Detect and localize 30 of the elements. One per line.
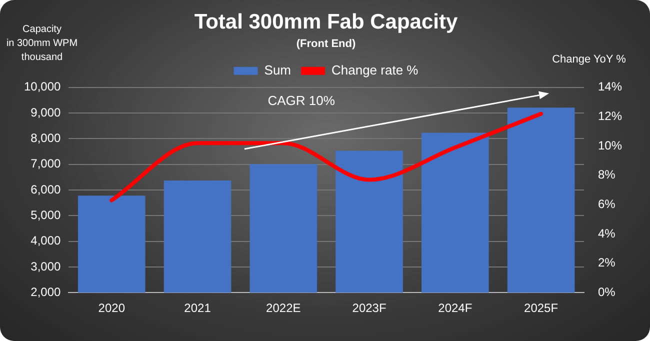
y2-tick-label: 8%: [598, 168, 616, 182]
x-tick-label: 2023F: [352, 301, 386, 316]
chart-title: Total 300mm Fab Capacity: [194, 10, 458, 34]
y2-tick-label: 14%: [598, 80, 622, 94]
y-tick-label: 2,000: [30, 284, 62, 299]
y-tick-label: 8,000: [30, 131, 62, 146]
x-tick-label: 2021: [184, 301, 212, 316]
legend-label: Sum: [264, 62, 292, 78]
y2-tick-label: 12%: [598, 109, 622, 124]
y2-tick-label: 2%: [598, 256, 616, 270]
annotation: CAGR 10%: [268, 92, 336, 108]
x-tick-label: 2025F: [524, 301, 558, 316]
y2-tick-label: 4%: [598, 226, 616, 240]
chart-subtitle: (Front End): [296, 38, 356, 50]
y2-tick-label: 0%: [598, 284, 616, 299]
y-tick-label: 9,000: [30, 105, 62, 120]
y-axis-title: Capacity in 300mm WPM thousand: [6, 24, 78, 64]
x-tick-label: 2024F: [438, 301, 472, 316]
y-tick-label: 6,000: [30, 182, 62, 196]
x-tick-label: 2022E: [266, 301, 301, 316]
y-tick-label: 10,000: [24, 80, 62, 94]
y2-tick-label: 10%: [598, 138, 622, 152]
y2-axis-title: Change YoY %: [552, 53, 626, 66]
y2-tick-label: 6%: [598, 196, 616, 211]
y-tick-label: 4,000: [30, 234, 62, 248]
y-tick-label: 5,000: [30, 208, 62, 222]
x-tick-label: 2020: [98, 301, 126, 316]
y-tick-label: 3,000: [30, 259, 62, 274]
legend-label: Change rate %: [332, 62, 419, 78]
y-tick-label: 7,000: [30, 156, 62, 171]
